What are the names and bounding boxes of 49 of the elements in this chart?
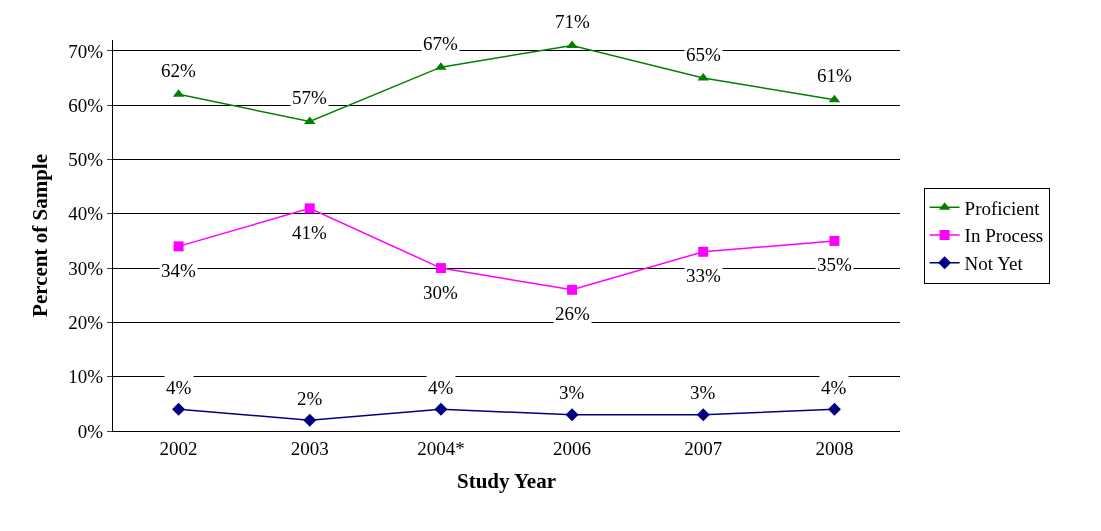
point (565, 408, 579, 422)
data-label: 33% (686, 265, 721, 286)
x-tick-label: 2007 (684, 437, 723, 459)
x-axis-title: Study Year (457, 469, 556, 493)
data-label: 2% (297, 388, 323, 409)
data-label: 4% (428, 377, 454, 398)
data-label: 30% (423, 282, 458, 303)
x-tick-label: 2004* (417, 437, 465, 459)
data-label: 35% (817, 254, 852, 275)
point (434, 402, 448, 416)
data-label: 57% (292, 87, 327, 108)
y-tick-label: 60% (68, 94, 104, 116)
data-label: 41% (292, 222, 327, 243)
x-tick-label: 2006 (553, 437, 592, 459)
y-tick-label: 50% (68, 149, 104, 171)
legend-label: Not Yet (964, 253, 1024, 275)
point (829, 235, 840, 246)
data-label: 65% (686, 44, 721, 65)
point (567, 284, 578, 295)
x-tick-label: 2002 (159, 437, 198, 459)
point (303, 413, 317, 427)
y-tick-label: 10% (68, 366, 104, 388)
y-tick-label: 20% (68, 312, 104, 334)
y-tick-label: 70% (68, 40, 104, 62)
y-tick-label: 30% (68, 257, 104, 279)
data-label: 3% (559, 382, 585, 403)
x-tick-label: 2003 (290, 437, 329, 459)
data-label: 4% (166, 377, 192, 398)
data-label: 62% (161, 60, 196, 81)
data-label: 34% (161, 260, 196, 281)
data-label: 67% (423, 33, 458, 54)
data-label: 26% (555, 303, 590, 324)
point (172, 402, 186, 416)
point (696, 408, 710, 422)
point (173, 241, 184, 252)
legend-label: In Process (964, 225, 1044, 247)
point (435, 263, 446, 274)
x-tick-label: 2008 (815, 437, 854, 459)
point (304, 203, 315, 214)
data-label: 61% (817, 65, 852, 86)
legend-label: Proficient (964, 197, 1041, 219)
data-label: 71% (555, 11, 590, 32)
point (827, 402, 841, 416)
data-label: 4% (821, 377, 847, 398)
point (698, 246, 709, 257)
y-tick-label: 0% (77, 420, 104, 442)
y-tick-label: 40% (68, 203, 104, 225)
y-axis-title: Percent of Sample (27, 154, 52, 317)
data-label: 3% (690, 382, 716, 403)
